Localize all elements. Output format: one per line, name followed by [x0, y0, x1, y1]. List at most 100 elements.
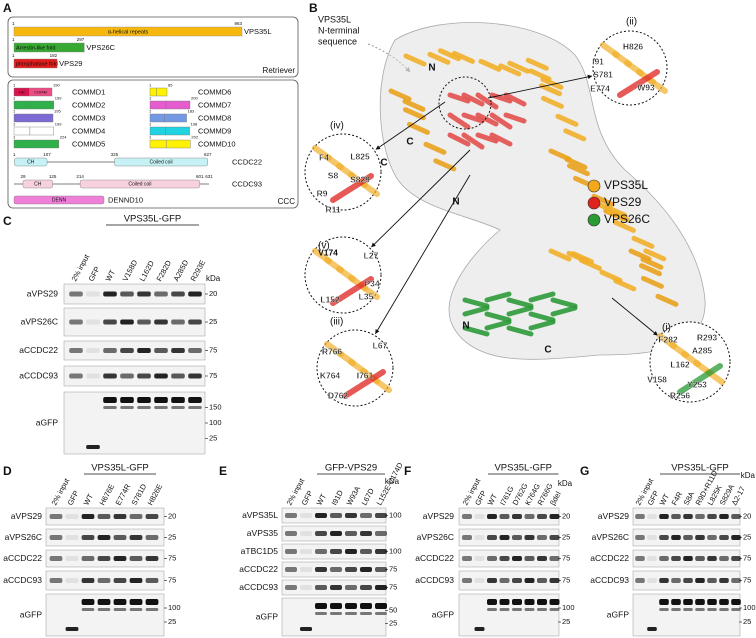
- terminus-label: N: [428, 63, 435, 74]
- band: [360, 549, 372, 554]
- annotation: VPS35L: [318, 14, 351, 24]
- band: [719, 599, 729, 605]
- strand: [506, 297, 534, 309]
- band: [145, 599, 159, 605]
- domain-label: CH: [27, 160, 35, 166]
- helix: [604, 204, 628, 218]
- band: [345, 612, 357, 615]
- band: [69, 291, 83, 297]
- band: [512, 556, 522, 561]
- band: [103, 406, 117, 409]
- band: [81, 556, 95, 561]
- band: [375, 612, 387, 615]
- strand: [461, 132, 485, 150]
- strand: [550, 297, 578, 309]
- lane-label: R293E: [189, 258, 208, 282]
- residue-number: 125: [49, 174, 57, 179]
- band: [345, 567, 357, 572]
- band: [330, 513, 342, 518]
- residue-number: 1: [13, 96, 16, 101]
- kda-label: kDa: [206, 274, 221, 283]
- panel-letter: C: [3, 214, 12, 228]
- band: [671, 514, 681, 519]
- residue-number: 1: [12, 53, 15, 58]
- strand: [462, 305, 490, 317]
- domain-label: HN: [19, 89, 25, 94]
- lane-label: WT: [82, 492, 96, 507]
- antibody-label: aGFP: [20, 609, 43, 619]
- residue-number: 1: [13, 109, 16, 114]
- strand: [528, 319, 556, 331]
- residue-label: S781: [593, 69, 613, 79]
- residue-number: 200: [191, 96, 198, 101]
- band: [375, 567, 387, 572]
- residue-label: D762: [328, 390, 349, 400]
- lane-label: WT: [315, 492, 329, 507]
- band: [474, 535, 485, 540]
- band: [647, 514, 657, 519]
- band: [171, 291, 185, 297]
- band: [145, 578, 159, 583]
- strand: [503, 92, 527, 107]
- helix: [507, 60, 531, 74]
- lane-label: H826E: [146, 482, 165, 506]
- band: [683, 556, 693, 561]
- band: [487, 608, 497, 611]
- band: [659, 578, 669, 583]
- protein-name: COMMD5: [72, 139, 105, 148]
- band: [719, 578, 729, 583]
- domain-bar: [13, 58, 58, 69]
- band: [345, 549, 357, 554]
- band: [330, 603, 342, 609]
- helix: [578, 257, 602, 271]
- band: [300, 627, 312, 631]
- band: [171, 319, 185, 325]
- strand: [447, 112, 471, 130]
- band: [731, 578, 741, 583]
- residue-label: L825: [350, 151, 370, 161]
- band: [659, 535, 669, 540]
- band: [315, 513, 327, 518]
- helix: [402, 107, 426, 121]
- band: [330, 585, 342, 590]
- band: [375, 549, 387, 554]
- helix: [528, 68, 552, 82]
- band: [731, 514, 741, 519]
- domain-bar: [13, 26, 243, 37]
- helix: [478, 58, 502, 72]
- band: [635, 514, 645, 519]
- band: [659, 608, 669, 611]
- helix: [427, 51, 451, 65]
- residue-label: L67: [373, 340, 388, 350]
- band: [137, 348, 151, 353]
- strand: [677, 363, 723, 395]
- band: [129, 556, 143, 561]
- band: [330, 531, 342, 536]
- band: [171, 397, 185, 403]
- residue-number: 1: [12, 21, 15, 26]
- band: [137, 373, 151, 379]
- band: [524, 556, 535, 561]
- band: [330, 567, 342, 572]
- band: [129, 599, 143, 605]
- band: [549, 514, 560, 519]
- strand: [528, 311, 556, 323]
- residue-label: Y253: [687, 379, 707, 389]
- antibody-label: aCCDC93: [239, 582, 278, 592]
- strand: [489, 92, 513, 104]
- domain-bar: [29, 87, 53, 97]
- band: [360, 513, 372, 518]
- antibody-label: aCCDC93: [415, 575, 454, 585]
- residue-number: 297: [77, 37, 85, 42]
- residue-label: F4: [319, 152, 329, 162]
- residue-number: 29: [20, 174, 26, 179]
- domain-bar: [13, 100, 31, 110]
- strand: [330, 276, 374, 306]
- band: [647, 627, 657, 631]
- domain-box: [79, 179, 200, 189]
- lane-label: WT: [104, 268, 118, 283]
- domain-box: [22, 179, 53, 189]
- band: [635, 578, 645, 583]
- band: [65, 514, 79, 519]
